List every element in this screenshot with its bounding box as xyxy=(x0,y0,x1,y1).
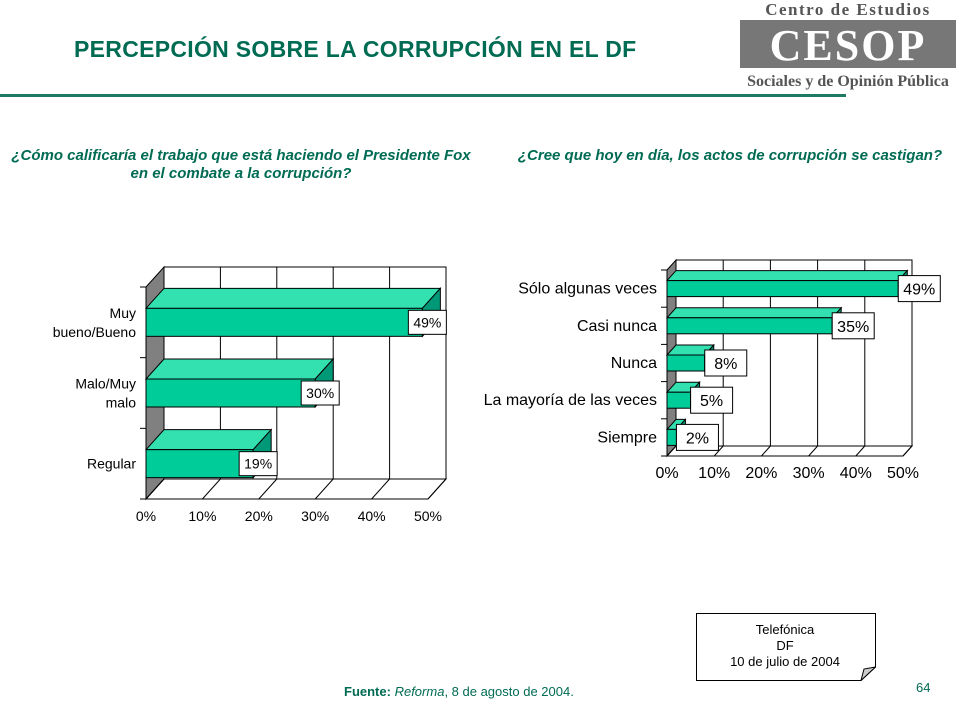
title-divider xyxy=(0,94,846,97)
bar-top-face xyxy=(665,270,909,282)
logo-line2: Sociales y de Opinión Pública xyxy=(747,73,949,90)
question-left: ¿Cómo calificaría el trabajo que está ha… xyxy=(11,147,471,182)
bar xyxy=(144,287,442,338)
data-label: 49% xyxy=(413,314,441,330)
data-label: 19% xyxy=(244,456,272,472)
floor-gridline xyxy=(902,445,913,457)
category-label: Malo/Muy xyxy=(75,376,136,392)
data-label: 5% xyxy=(700,393,723,410)
bar-top-face xyxy=(144,358,335,380)
data-label: 2% xyxy=(686,430,709,447)
question-right: ¿Cree que hoy en día, los actos de corru… xyxy=(517,147,943,164)
bar-top-face xyxy=(665,307,843,319)
x-tick-label: 10% xyxy=(698,465,730,482)
bar-front-face xyxy=(666,280,899,298)
x-tick-label: 20% xyxy=(745,465,777,482)
logo-mark-background xyxy=(740,20,956,68)
x-tick-label: 0% xyxy=(655,465,678,482)
data-label-box xyxy=(300,380,340,406)
category-label: bueno/Bueno xyxy=(53,324,137,340)
floor-gridline xyxy=(427,478,447,500)
floor-gridline xyxy=(145,478,165,500)
callout-line3: 10 de julio de 2004 xyxy=(730,654,840,669)
category-label: Muy xyxy=(110,305,136,321)
floor-gridline xyxy=(808,445,818,457)
data-label: 8% xyxy=(714,356,737,373)
bar-front-face xyxy=(145,307,423,337)
page-number: 64 xyxy=(916,680,931,695)
x-tick-label: 40% xyxy=(358,508,386,524)
data-label-box xyxy=(238,451,278,477)
bar-front-face xyxy=(666,354,706,372)
chart-corruption-punished: 0% 10% 20% 30% 40% 50% 49% Sólo algunas veces 35… xyxy=(484,258,941,482)
category-label: Regular xyxy=(87,456,136,472)
x-tick-label: 10% xyxy=(188,508,216,524)
floor-gridline xyxy=(202,478,221,500)
bar-front-face xyxy=(666,428,677,446)
bar-top-face xyxy=(144,287,442,309)
x-tick-label: 20% xyxy=(245,508,273,524)
x-tick-label: 50% xyxy=(414,508,442,524)
data-label-box xyxy=(831,312,875,340)
category-label: La mayoría de las veces xyxy=(484,392,657,409)
logo-mark: CESOP xyxy=(770,21,927,70)
bar-front-face xyxy=(145,378,316,408)
bar-front-face xyxy=(145,449,254,479)
bar-top-face xyxy=(144,429,273,451)
bar-front-face xyxy=(666,391,692,409)
floor-gridline xyxy=(258,478,278,500)
data-label: 35% xyxy=(837,319,869,336)
category-label: malo xyxy=(106,395,137,411)
category-label: Sólo algunas veces xyxy=(518,281,657,298)
floor-gridline xyxy=(855,445,866,457)
logo-line1: Centro de Estudios xyxy=(765,0,931,19)
cesop-logo: CESOP Centro de Estudios Sociales y de O… xyxy=(740,0,956,90)
category-label: Casi nunca xyxy=(577,318,657,335)
data-label: 30% xyxy=(306,385,334,401)
callout-line1: Telefónica xyxy=(755,622,815,637)
source-label: Fuente: xyxy=(344,684,391,699)
x-tick-label: 40% xyxy=(840,465,872,482)
data-label-box xyxy=(897,275,941,303)
x-tick-label: 30% xyxy=(301,508,329,524)
floor-gridline xyxy=(371,478,390,500)
bar-front-face xyxy=(666,317,833,335)
data-label: 49% xyxy=(903,282,935,299)
floor-gridline xyxy=(713,445,724,457)
x-tick-label: 0% xyxy=(136,508,156,524)
data-label-box xyxy=(690,386,734,414)
bar xyxy=(665,306,843,336)
bar xyxy=(144,357,335,409)
data-label-box xyxy=(407,309,447,335)
chart-fox-rating: 0% 10% 20% 30% 40% 50% 49% Muy bueno/Bueno 30% Mal… xyxy=(53,265,448,524)
data-label-box xyxy=(675,423,719,451)
x-tick-label: 50% xyxy=(887,465,919,482)
floor-gridline xyxy=(761,445,771,457)
callout-text: Telefónica DF 10 de julio de 2004 xyxy=(700,622,870,670)
category-label: Siempre xyxy=(597,429,657,446)
source-name: Reforma xyxy=(394,684,445,699)
chart-floor xyxy=(144,478,448,500)
floor-gridline xyxy=(666,445,677,457)
source-date: , 8 de agosto de 2004. xyxy=(444,684,574,699)
callout-box xyxy=(696,613,876,681)
source-note: Fuente: Reforma, 8 de agosto de 2004. xyxy=(344,684,574,699)
data-label-box xyxy=(704,349,748,377)
floor-gridline xyxy=(314,478,334,500)
page-title: PERCEPCIÓN SOBRE LA CORRUPCIÓN EN EL DF xyxy=(74,36,637,62)
bar xyxy=(665,269,909,298)
category-label: Nunca xyxy=(611,355,657,372)
callout-line2: DF xyxy=(776,638,794,653)
x-tick-label: 30% xyxy=(793,465,825,482)
